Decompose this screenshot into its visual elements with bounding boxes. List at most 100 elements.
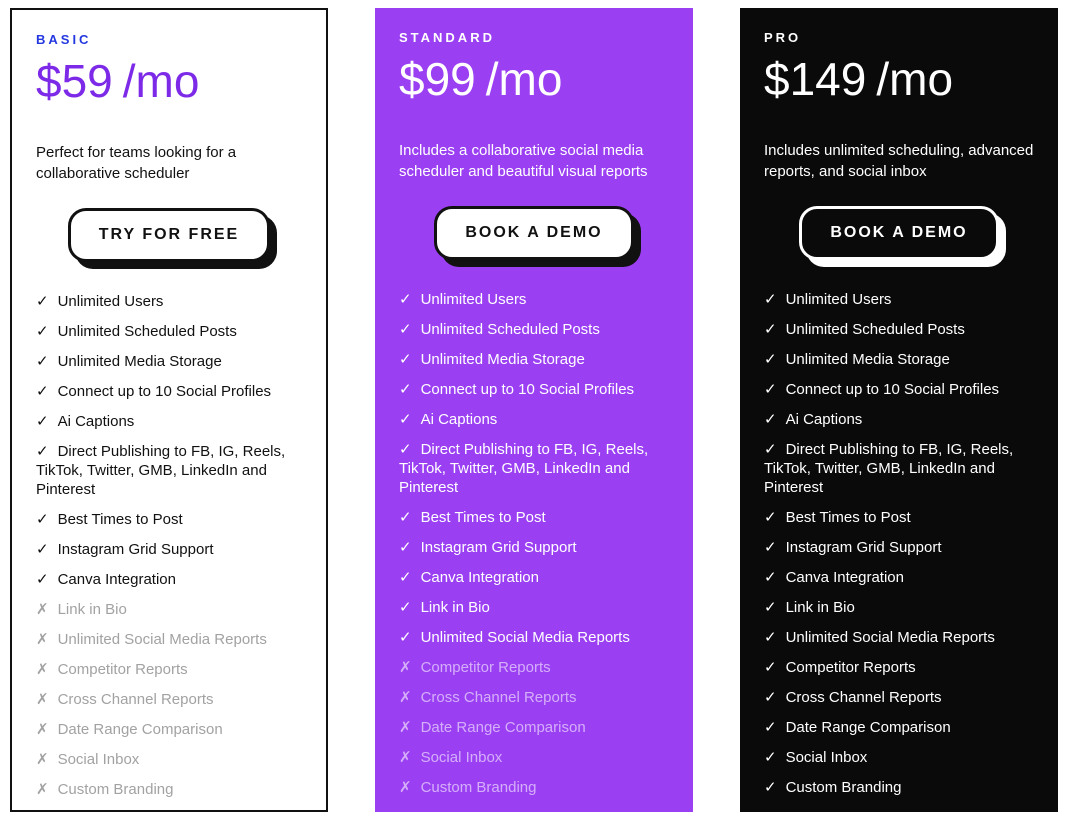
check-icon: ✓ (36, 510, 49, 528)
check-icon: ✓ (399, 290, 412, 308)
check-icon: ✓ (764, 350, 777, 368)
feature-item: ✓ Unlimited Scheduled Posts (36, 322, 302, 341)
check-icon: ✓ (36, 292, 49, 310)
feature-item: ✓ Instagram Grid Support (399, 538, 669, 557)
book-a-demo-button[interactable]: BOOK A DEMO (434, 205, 634, 260)
check-icon: ✓ (764, 658, 777, 676)
plan-label: BASIC (36, 32, 92, 47)
feature-label: Connect up to 10 Social Profiles (420, 380, 635, 398)
check-icon: ✓ (399, 628, 412, 646)
feature-item: ✓ Unlimited Users (764, 290, 1034, 309)
plan-description: Includes a collaborative social media sc… (399, 142, 648, 180)
feature-label: Competitor Reports (57, 660, 188, 678)
feature-item: ✓ Unlimited Media Storage (36, 352, 302, 371)
price-amount: $149 (764, 53, 867, 105)
check-icon: ✓ (764, 290, 777, 308)
feature-label: Instagram Grid Support (57, 540, 214, 558)
feature-item: ✓ Canva Integration (764, 568, 1034, 587)
cross-icon: ✗ (36, 780, 49, 798)
feature-item: ✓ Unlimited Scheduled Posts (399, 320, 669, 339)
feature-label: Cross Channel Reports (57, 690, 214, 708)
plan-price: $99/mo (399, 55, 669, 103)
feature-label: Unlimited Media Storage (420, 350, 585, 368)
plan-price: $149/mo (764, 55, 1034, 103)
feature-item: ✓ Instagram Grid Support (36, 540, 302, 559)
feature-label: Social Inbox (57, 750, 140, 768)
cross-icon: ✗ (399, 778, 412, 796)
cta-container: BOOK A DEMO (764, 205, 1034, 260)
cross-icon: ✗ (36, 690, 49, 708)
plan-card-basic: BASIC $59/mo Perfect for teams looking f… (10, 8, 328, 812)
book-a-demo-button[interactable]: BOOK A DEMO (799, 205, 999, 260)
cross-icon: ✗ (36, 660, 49, 678)
feature-label: Canva Integration (57, 570, 176, 588)
feature-item: ✗ Custom Branding (36, 780, 302, 799)
feature-item: ✓ Best Times to Post (764, 508, 1034, 527)
feature-label: Link in Bio (420, 598, 490, 616)
price-period: /mo (876, 53, 954, 105)
cta-container: TRY FOR FREE (36, 207, 302, 262)
feature-list: ✓ Unlimited Users ✓ Unlimited Scheduled Pos… (36, 292, 302, 799)
feature-label: Social Inbox (420, 748, 503, 766)
cta-container: BOOK A DEMO (399, 205, 669, 260)
check-icon: ✓ (36, 442, 49, 460)
check-icon: ✓ (399, 568, 412, 586)
feature-list: ✓ Unlimited Users ✓ Unlimited Scheduled Pos… (399, 290, 669, 797)
price-amount: $99 (399, 53, 476, 105)
feature-item: ✓ Cross Channel Reports (764, 688, 1034, 707)
feature-item: ✓ Competitor Reports (764, 658, 1034, 677)
feature-label: Ai Captions (57, 412, 135, 430)
feature-item: ✓ Social Inbox (764, 748, 1034, 767)
check-icon: ✓ (764, 440, 777, 458)
feature-label: Direct Publishing to FB, IG, Reels, TikT… (36, 442, 286, 498)
cross-icon: ✗ (36, 720, 49, 738)
plan-price: $59/mo (36, 57, 302, 105)
plan-label: STANDARD (399, 30, 495, 45)
check-icon: ✓ (399, 320, 412, 338)
feature-item: ✗ Date Range Comparison (36, 720, 302, 739)
try-for-free-button[interactable]: TRY FOR FREE (67, 207, 271, 262)
feature-label: Custom Branding (420, 778, 537, 796)
check-icon: ✓ (399, 410, 412, 428)
feature-item: ✓ Connect up to 10 Social Profiles (399, 380, 669, 399)
feature-label: Instagram Grid Support (785, 538, 942, 556)
feature-label: Unlimited Social Media Reports (785, 628, 995, 646)
price-amount: $59 (36, 55, 113, 107)
feature-label: Canva Integration (420, 568, 539, 586)
feature-label: Unlimited Media Storage (785, 350, 950, 368)
plan-description: Perfect for teams looking for a collabor… (36, 144, 237, 182)
feature-item: ✓ Unlimited Scheduled Posts (764, 320, 1034, 339)
check-icon: ✓ (764, 778, 777, 796)
check-icon: ✓ (764, 410, 777, 428)
feature-label: Date Range Comparison (420, 718, 586, 736)
check-icon: ✓ (36, 570, 49, 588)
check-icon: ✓ (764, 320, 777, 338)
price-period: /mo (122, 55, 200, 107)
feature-label: Cross Channel Reports (420, 688, 577, 706)
feature-label: Competitor Reports (785, 658, 916, 676)
feature-label: Unlimited Users (785, 290, 892, 308)
check-icon: ✓ (36, 352, 49, 370)
feature-item: ✓ Unlimited Users (36, 292, 302, 311)
check-icon: ✓ (36, 382, 49, 400)
check-icon: ✓ (764, 628, 777, 646)
check-icon: ✓ (36, 322, 49, 340)
plan-label: PRO (764, 30, 802, 45)
feature-item: ✗ Cross Channel Reports (399, 688, 669, 707)
check-icon: ✓ (399, 598, 412, 616)
feature-item: ✓ Unlimited Social Media Reports (399, 628, 669, 647)
check-icon: ✓ (764, 748, 777, 766)
check-icon: ✓ (36, 412, 49, 430)
feature-item: ✓ Unlimited Media Storage (764, 350, 1034, 369)
feature-label: Link in Bio (57, 600, 127, 618)
feature-label: Connect up to 10 Social Profiles (785, 380, 1000, 398)
feature-item: ✓ Ai Captions (399, 410, 669, 429)
check-icon: ✓ (399, 350, 412, 368)
price-period: /mo (485, 53, 563, 105)
feature-label: Connect up to 10 Social Profiles (57, 382, 272, 400)
feature-item: ✗ Unlimited Social Media Reports (36, 630, 302, 649)
check-icon: ✓ (399, 508, 412, 526)
feature-label: Date Range Comparison (57, 720, 223, 738)
feature-item: ✓ Ai Captions (764, 410, 1034, 429)
check-icon: ✓ (764, 718, 777, 736)
